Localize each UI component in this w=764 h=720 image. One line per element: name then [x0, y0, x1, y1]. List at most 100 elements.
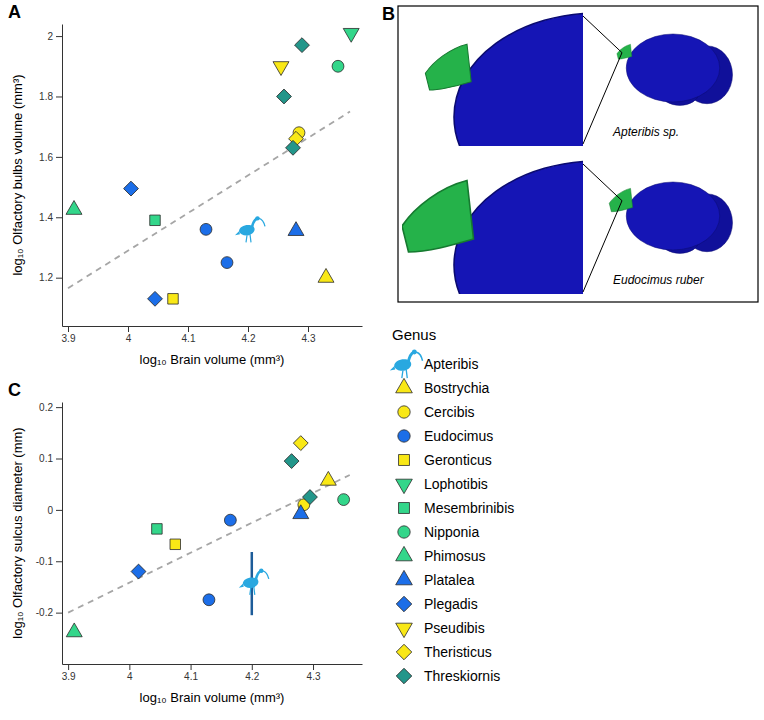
- leader-line: [583, 16, 622, 53]
- x-tick-label: 4.2: [245, 671, 259, 682]
- legend-marker: [396, 623, 413, 637]
- y-tick: 0.1: [39, 453, 62, 464]
- legend-marker: [396, 644, 411, 659]
- leader-line: [583, 164, 622, 201]
- y-tick-mark: [56, 278, 62, 279]
- x-tick-mark: [68, 664, 69, 670]
- ibis-marker: [239, 569, 269, 595]
- x-tick-mark: [252, 664, 253, 670]
- legend-marker: [399, 503, 410, 514]
- brain-full: [617, 34, 733, 105]
- ibis-legs: [250, 587, 255, 595]
- specimen-label: Eudocimus ruber: [613, 273, 705, 287]
- panel-letter: C: [8, 380, 21, 400]
- fit-line: [68, 475, 350, 613]
- x-tick-mark: [191, 664, 192, 670]
- point: [124, 181, 139, 196]
- legend-marker: [396, 668, 411, 683]
- x-tick-mark: [308, 326, 309, 332]
- legend-marker: [398, 430, 410, 442]
- fit-line: [68, 112, 350, 289]
- x-tick: 4: [127, 664, 133, 682]
- panel-letter: B: [382, 4, 395, 24]
- x-tick-mark: [313, 664, 314, 670]
- y-axis-title: log₁₀ Olfactory sulcus diameter (mm): [10, 427, 25, 638]
- olfactory-bulb: [617, 44, 632, 59]
- point: [66, 201, 82, 215]
- x-tick: 4.1: [184, 664, 198, 682]
- legend-label: Platalea: [424, 572, 475, 588]
- x-tick-label: 4.2: [242, 333, 256, 344]
- legend-marker: [390, 350, 423, 379]
- ibis-legs: [246, 234, 251, 242]
- x-tick: 4: [126, 326, 132, 344]
- point: [288, 222, 304, 236]
- x-tick-mark: [68, 326, 69, 332]
- y-tick: 1.4: [39, 212, 62, 223]
- legend-marker: [396, 570, 413, 584]
- y-tick: 0: [47, 505, 62, 516]
- legend-label: Eudocimus: [424, 428, 493, 444]
- y-tick-mark: [56, 407, 62, 408]
- brain-full: [609, 182, 732, 253]
- point: [203, 594, 215, 606]
- y-tick-mark: [56, 510, 62, 511]
- x-tick-label: 4.3: [302, 333, 316, 344]
- plot-area: [66, 436, 349, 637]
- legend-label: Pseudibis: [424, 620, 485, 636]
- point: [170, 539, 180, 549]
- legend-label: Mesembrinibis: [424, 500, 514, 516]
- y-tick: 1.2: [39, 272, 62, 283]
- x-tick-mark: [129, 664, 130, 670]
- y-tick-mark: [56, 217, 62, 218]
- point: [295, 38, 310, 53]
- point: [150, 215, 160, 225]
- brain-cerebrum: [454, 161, 583, 294]
- point: [303, 490, 318, 505]
- legend-label: Plegadis: [424, 596, 478, 612]
- panel-letter: A: [8, 2, 21, 22]
- olfactory-bulb: [402, 181, 474, 253]
- y-tick-label: 0.1: [39, 453, 53, 464]
- point: [66, 623, 82, 637]
- ibis-marker: [235, 216, 265, 242]
- point: [320, 471, 336, 485]
- x-tick: 4.3: [302, 326, 316, 344]
- point: [152, 524, 162, 534]
- y-tick-mark: [56, 613, 62, 614]
- figure: 3.944.14.24.31.21.41.61.82Alog₁₀ Brain v…: [0, 0, 764, 720]
- legend-marker: [399, 455, 410, 466]
- y-axis: 1.21.41.61.82: [39, 25, 62, 327]
- ibis-beak: [259, 218, 265, 226]
- legend-label: Lophotibis: [424, 476, 488, 492]
- legend-label: Nipponia: [424, 524, 479, 540]
- x-tick-mark: [248, 326, 249, 332]
- y-tick-label: -0.2: [36, 607, 54, 618]
- y-tick-label: 1.4: [39, 212, 53, 223]
- brain-cerebrum: [454, 13, 583, 146]
- y-tick-label: 1.6: [39, 152, 53, 163]
- x-tick: 4.2: [242, 326, 256, 344]
- y-tick-mark: [56, 561, 62, 562]
- x-tick: 4.1: [182, 326, 196, 344]
- x-tick-label: 4.3: [307, 671, 321, 682]
- point: [277, 89, 292, 104]
- y-tick-label: 1.2: [39, 272, 53, 283]
- y-tick: -0.1: [36, 556, 62, 567]
- y-tick-mark: [56, 459, 62, 460]
- legend-label: Phimosus: [424, 548, 485, 564]
- point: [273, 62, 289, 76]
- zoom-view: [402, 161, 583, 294]
- x-tick-label: 3.9: [62, 671, 76, 682]
- point: [332, 60, 344, 72]
- x-tick: 4.2: [245, 664, 259, 682]
- x-tick-label: 3.9: [62, 333, 76, 344]
- point: [318, 268, 334, 282]
- x-tick: 3.9: [62, 664, 76, 682]
- x-axis-title: log₁₀ Brain volume (mm³): [140, 352, 285, 367]
- y-tick: -0.2: [36, 607, 62, 618]
- x-axis: 3.9 4 4.1 4.2 4.3: [62, 326, 363, 344]
- point: [286, 140, 301, 155]
- point: [131, 564, 146, 579]
- x-axis-line: [63, 664, 363, 665]
